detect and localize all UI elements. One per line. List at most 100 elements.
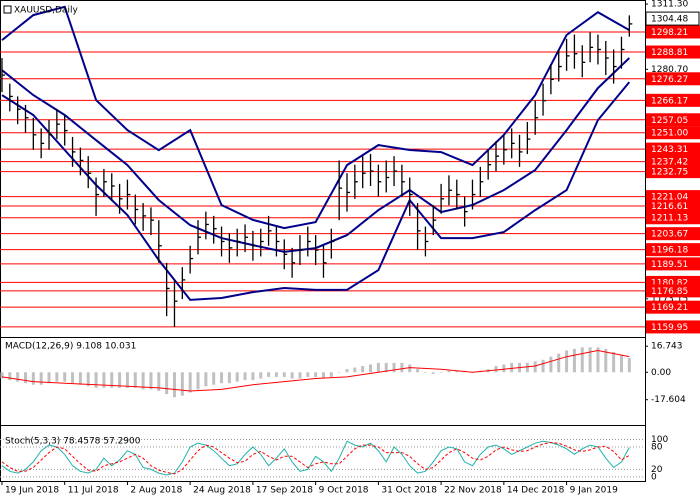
macd-bar [604,348,608,373]
macd-bar [502,364,506,373]
macd-bar [8,372,12,381]
macd-bar [525,362,529,373]
x-tick-label: 9 Jan 2019 [570,486,618,496]
chart-frame [0,0,646,482]
macd-bar [306,372,310,377]
macd-bar [321,372,325,379]
y-tick-label: 1280.70 [651,65,688,75]
macd-bar [212,372,216,385]
macd-signal [1,349,630,392]
macd-bar [612,352,616,373]
macd-bar [196,372,200,390]
x-tick-label: 11 Jul 2018 [68,486,119,496]
macd-bar [274,372,278,377]
level-label: 1243.31 [651,145,688,155]
macd-bar [627,358,631,373]
macd-bar [39,372,43,385]
macd-bar [533,361,537,373]
macd-bar [329,372,333,377]
macd-bar [188,372,192,393]
level-label: 1232.75 [651,168,688,178]
macd-bar [47,372,51,384]
macd-bar [102,372,106,388]
macd-bar [408,364,412,373]
level-label-box [646,113,700,127]
x-tick-label: 2 Aug 2018 [130,486,182,496]
level-label-box [646,284,700,298]
macd-bar [149,372,153,390]
macd-bar [314,372,318,377]
macd-bar [227,372,231,384]
level-label: 1237.42 [651,158,688,168]
current-price-label: 1304.48 [651,15,688,25]
macd-bar [251,372,255,381]
level-label: 1221.04 [651,193,688,203]
level-label: 1203.67 [651,230,688,240]
y-tick-label: 20 [651,465,663,475]
level-label-box [646,165,700,179]
macd-bar [235,372,239,382]
macd-bar [141,372,145,390]
macd-bar [494,366,498,373]
level-label-box [646,300,700,314]
macd-bar [31,372,35,385]
macd-bar [204,372,208,387]
macd-bar [125,372,129,388]
level-label: 1196.18 [651,246,688,256]
level-label: 1189.51 [651,260,688,270]
level-label: 1169.21 [651,303,688,313]
y-tick-label: 0.00 [651,368,671,378]
macd-bar [369,364,373,373]
macd-bar [290,372,294,379]
macd-bar [243,372,247,381]
macd-bar [588,347,592,373]
macd-bar [282,372,286,377]
macd-bar [63,372,67,382]
macd-bar [220,372,224,384]
macd-bar [565,350,569,373]
stoch-line [1,440,630,476]
y-tick-label: -17.604 [651,395,686,405]
level-label-box [646,155,700,169]
bollinger-band [1,81,631,301]
macd-bar [447,370,451,373]
macd-bar [361,366,365,373]
level-label: 1257.05 [651,116,688,126]
macd-bar [172,372,176,398]
level-label: 1298.21 [651,28,688,38]
level-label-box [646,25,700,39]
macd-bar [596,347,600,373]
level-label: 1176.85 [651,287,688,297]
macd-bar [541,359,545,373]
bollinger-band [1,5,630,230]
level-label-box [646,199,700,213]
macd-bar [165,372,169,395]
level-label-box [646,45,700,59]
level-label-box [646,227,700,241]
level-label: 1216.61 [651,202,688,212]
level-label-box [646,126,700,140]
macd-bar [580,347,584,373]
macd-bar [180,372,184,396]
macd-bar [400,362,404,373]
macd-bar [110,372,114,388]
macd-bar [557,353,561,373]
x-tick-label: 14 Dec 2018 [507,486,565,496]
y-tick-label: 80 [651,442,663,452]
macd-bar [157,372,161,391]
level-label: 1159.95 [651,323,688,333]
x-tick-label: 24 Aug 2018 [193,486,251,496]
level-label-box [646,320,700,334]
macd-bar [384,362,388,373]
macd-bar [572,348,576,373]
level-label: 1276.27 [651,75,688,85]
macd-bar [0,372,4,379]
macd-bar [439,372,443,373]
x-tick-label: 31 Oct 2018 [381,486,437,496]
macd-bar [353,367,357,373]
level-label-box [646,142,700,156]
macd-bar [16,372,20,382]
x-tick-label: 9 Oct 2018 [319,486,369,496]
macd-bar [549,356,553,373]
